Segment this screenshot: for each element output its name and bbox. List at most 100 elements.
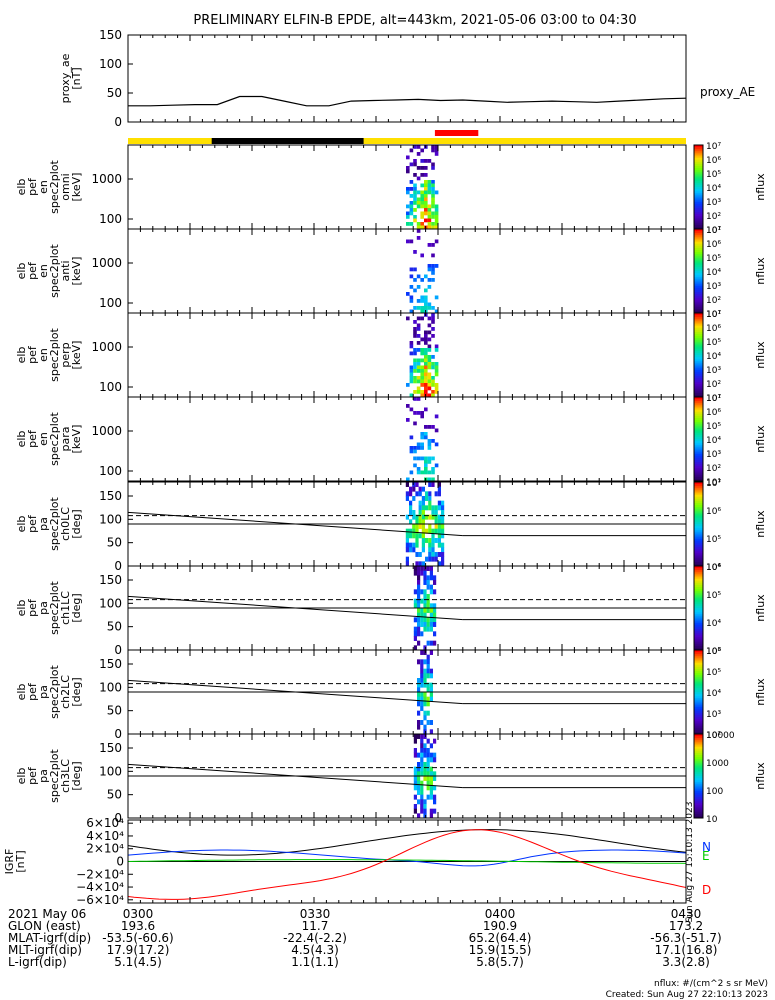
pitch-angle-cell: [423, 603, 427, 609]
pitch-angle-cell: [429, 729, 433, 735]
colorbar-cell: [694, 466, 703, 469]
pitch-angle-cell: [413, 780, 417, 786]
igrf-y-tick-label: −2×10⁴: [76, 867, 124, 881]
spectrogram-cell: [409, 369, 414, 373]
spectrogram-cell: [420, 379, 424, 384]
pitch-angle-cell: [425, 528, 429, 534]
pitch-angle-cell: [423, 589, 427, 595]
pitch-angle-cell: [433, 603, 437, 609]
pitch-angle-cell: [405, 514, 409, 520]
eclipse-segment: [211, 138, 364, 144]
pitch-angle-cell: [417, 687, 421, 693]
colorbar-cell: [694, 557, 703, 561]
pitch-angle-cell: [420, 762, 424, 767]
pitch-angle-cell: [417, 682, 421, 688]
y-axis-label-line: anti: [59, 260, 72, 281]
colorbar-tick-label: 10⁷: [706, 226, 721, 236]
pitch-angle-cell: [437, 528, 441, 534]
colorbar-cell: [694, 536, 703, 540]
spectrogram-cell: [420, 173, 424, 177]
spectrogram-cell: [413, 215, 417, 219]
spectrogram-cell: [406, 190, 410, 195]
spectrogram-cell: [413, 187, 417, 191]
spectrogram-cell: [431, 327, 435, 331]
footer-cell: 3.3(2.8): [662, 955, 710, 969]
pa-y-tick-label: 0: [114, 811, 122, 825]
spectrogram-cell: [409, 201, 414, 205]
colorbar-cell: [694, 279, 703, 282]
colorbar-cell: [694, 155, 703, 159]
pitch-angle-cell: [426, 776, 430, 781]
colorbar-cell: [694, 794, 703, 798]
spectrogram-cell: [431, 215, 435, 219]
pitch-angle-cell: [413, 794, 417, 800]
y-axis-label-line: en: [37, 264, 50, 278]
footer-cell: 4.5(4.3): [291, 943, 339, 957]
spectrogram-cell: [420, 376, 424, 380]
spectrogram-cell: [427, 159, 432, 163]
colorbar-cell: [694, 643, 703, 647]
spectrogram-cell: [420, 390, 424, 394]
spectrogram-cell: [424, 376, 428, 380]
colorbar-cell: [694, 561, 703, 565]
pitch-angle-cell: [433, 640, 437, 646]
colorbar-cell: [694, 357, 703, 360]
y-axis-label-line: [keV]: [70, 341, 83, 370]
pitch-angle-cell: [437, 519, 441, 525]
pitch-angle-cell: [415, 538, 419, 543]
colorbar-cell: [694, 308, 703, 312]
pitch-angle-cell: [405, 533, 409, 539]
colorbar-cell: [694, 182, 703, 186]
colorbar-cell: [694, 668, 703, 672]
colorbar-cell: [694, 441, 703, 444]
colorbar-cell: [694, 174, 703, 177]
pitch-angle-cell: [409, 486, 413, 492]
pitch-angle-cell: [421, 528, 425, 534]
footer-cell: 0430: [671, 907, 702, 921]
spectrogram-cell: [416, 386, 421, 391]
spectrogram-cell: [424, 460, 428, 464]
colorbar-cell: [694, 757, 703, 760]
colorbar-cell: [694, 153, 703, 156]
pitch-angle-cell: [433, 575, 437, 581]
pitch-angle-cell: [413, 766, 417, 772]
pitch-angle-cell: [413, 631, 417, 637]
spectrogram-cell: [413, 397, 417, 401]
spectrogram-cell: [427, 477, 432, 482]
spectrogram-cell: [413, 162, 417, 167]
spectrogram-cell: [434, 204, 439, 209]
pitch-angle-cell: [425, 505, 429, 511]
spectrogram-cell: [434, 295, 439, 300]
colorbar-cell: [694, 710, 703, 714]
pitch-angle-cell: [423, 594, 427, 599]
colorbar-label: nflux: [754, 510, 767, 538]
pitch-angle-cell: [417, 780, 421, 786]
pitch-angle-cell: [431, 547, 435, 553]
colorbar-cell: [694, 294, 703, 297]
pitch-angle-cell: [415, 514, 419, 520]
spectrogram-cell: [406, 211, 410, 216]
pitch-angle-cell: [429, 771, 433, 777]
pitch-angle-cell: [417, 603, 421, 609]
spectrogram-cell: [427, 383, 432, 387]
colorbar-cell: [694, 428, 703, 432]
pitch-angle-cell: [426, 608, 430, 613]
igrf-frame: [127, 819, 687, 904]
spectrogram-cell: [427, 302, 432, 307]
igrf-n-curve: [127, 849, 687, 867]
colorbar-cell: [694, 708, 703, 712]
pitch-angle-cell: [426, 738, 430, 744]
colorbar-cell: [694, 361, 703, 364]
y-axis-label-line: para: [59, 427, 72, 452]
spectrogram-cell: [424, 372, 428, 377]
pitch-angle-cell: [423, 608, 427, 613]
colorbar-cell: [694, 534, 703, 538]
pitch-angle-cell: [433, 752, 437, 758]
colorbar-cell: [694, 519, 703, 523]
pitch-angle-cell: [426, 762, 430, 767]
pitch-angle-cell: [429, 650, 433, 655]
pitch-angle-cell: [423, 626, 427, 632]
pitch-angle-cell: [426, 757, 430, 763]
footer-cell: 193.6: [121, 919, 155, 933]
